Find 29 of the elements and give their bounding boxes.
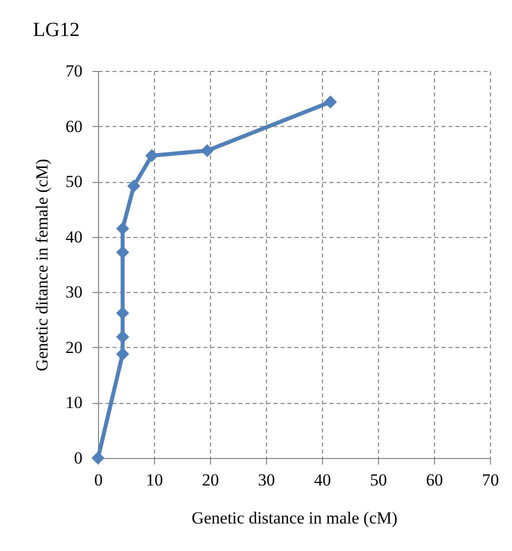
x-tick-label: 50: [370, 470, 387, 490]
y-tick-label: 30: [66, 282, 82, 302]
point: [116, 222, 130, 236]
x-tick-label: 30: [258, 470, 275, 490]
y-tick-label: 70: [66, 62, 82, 80]
y-tick-label: 0: [74, 448, 82, 468]
y-tick-label: 20: [66, 338, 82, 357]
y-axis-title: Genetic ditance in female (cM): [32, 158, 52, 372]
y-tick-label: 60: [66, 116, 82, 136]
y-tick-label: 40: [66, 227, 82, 246]
x-tick-label: 10: [146, 470, 163, 490]
x-tick-label: 0: [94, 470, 103, 490]
point: [127, 179, 140, 193]
y-tick-label: 10: [66, 393, 82, 412]
point: [200, 144, 214, 158]
point: [116, 330, 130, 344]
x-tick-label: 40: [314, 470, 331, 490]
point: [116, 306, 130, 320]
x-axis-title: Genetic distance in male (cM): [192, 508, 398, 528]
x-tick-label: 60: [426, 470, 443, 490]
x-tick-label: 70: [482, 470, 499, 490]
chart-title: LG12: [33, 19, 80, 41]
point: [324, 95, 337, 108]
point: [116, 246, 130, 259]
x-tick-label: 20: [202, 470, 219, 490]
point: [145, 149, 158, 162]
point: [91, 451, 105, 465]
point: [116, 348, 130, 361]
y-tick-label: 50: [66, 172, 82, 192]
